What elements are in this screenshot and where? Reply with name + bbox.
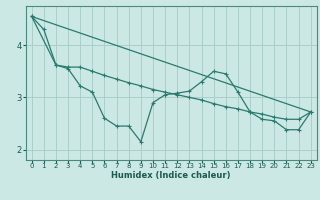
X-axis label: Humidex (Indice chaleur): Humidex (Indice chaleur) xyxy=(111,171,231,180)
